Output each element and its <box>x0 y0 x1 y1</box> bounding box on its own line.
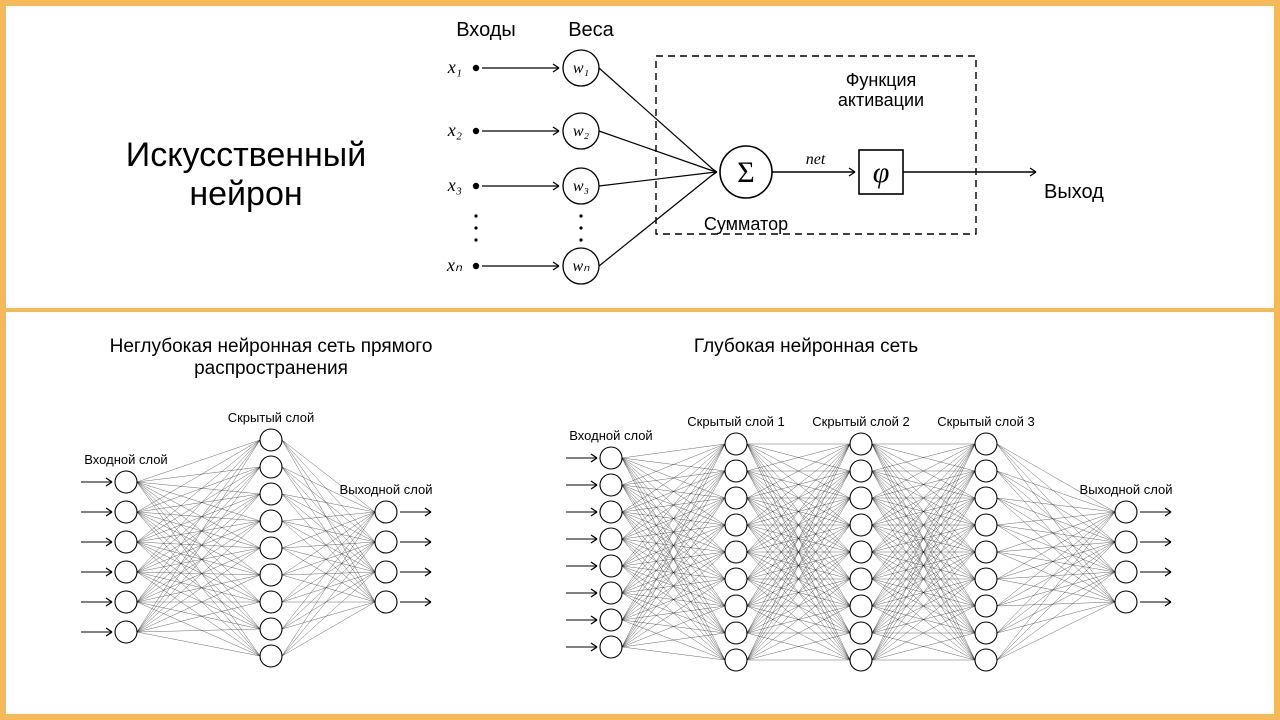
svg-text:Входной слой: Входной слой <box>569 428 652 443</box>
svg-text:Неглубокая нейронная сеть прям: Неглубокая нейронная сеть прямого <box>110 336 433 357</box>
svg-text:Сумматор: Сумматор <box>704 214 788 234</box>
svg-text:Выходной слой: Выходной слой <box>1080 482 1173 497</box>
svg-text:распространения: распространения <box>194 358 348 379</box>
svg-text:Выходной слой: Выходной слой <box>340 482 433 497</box>
svg-text:Скрытый слой: Скрытый слой <box>228 410 315 425</box>
svg-text:w₃: w₃ <box>573 178 589 195</box>
svg-text:Σ: Σ <box>737 156 754 189</box>
svg-text:net: net <box>806 151 826 168</box>
svg-text:Скрытый слой 3: Скрытый слой 3 <box>937 414 1034 429</box>
svg-text:wₙ: wₙ <box>572 258 590 275</box>
svg-text:Веса: Веса <box>568 19 614 41</box>
svg-text:Глубокая нейронная сеть: Глубокая нейронная сеть <box>694 336 918 357</box>
svg-text:x₂: x₂ <box>447 120 462 140</box>
page-title: Искусственный нейрон <box>66 136 426 214</box>
svg-text:Скрытый слой 1: Скрытый слой 1 <box>687 414 784 429</box>
svg-text:Выход: Выход <box>1044 181 1104 203</box>
svg-text:φ: φ <box>873 156 890 189</box>
networks-diagram: Неглубокая нейронная сеть прямогораспрос… <box>6 312 1274 720</box>
svg-text:w₁: w₁ <box>573 60 589 77</box>
svg-text:Функция: Функция <box>846 70 917 90</box>
svg-text:x₁: x₁ <box>447 57 462 77</box>
svg-text:xₙ: xₙ <box>446 255 463 275</box>
svg-text:Скрытый слой 2: Скрытый слой 2 <box>812 414 909 429</box>
svg-text:x₃: x₃ <box>447 175 462 195</box>
svg-text:Входной слой: Входной слой <box>84 452 167 467</box>
svg-text:активации: активации <box>838 90 924 110</box>
svg-text:Входы: Входы <box>456 19 516 41</box>
neuron-diagram: Входы Веса Функцияактивации x₁ w₁ x₂ w₂ x₃ w₃ xₙ w… <box>446 6 1266 306</box>
svg-text:w₂: w₂ <box>573 123 590 140</box>
